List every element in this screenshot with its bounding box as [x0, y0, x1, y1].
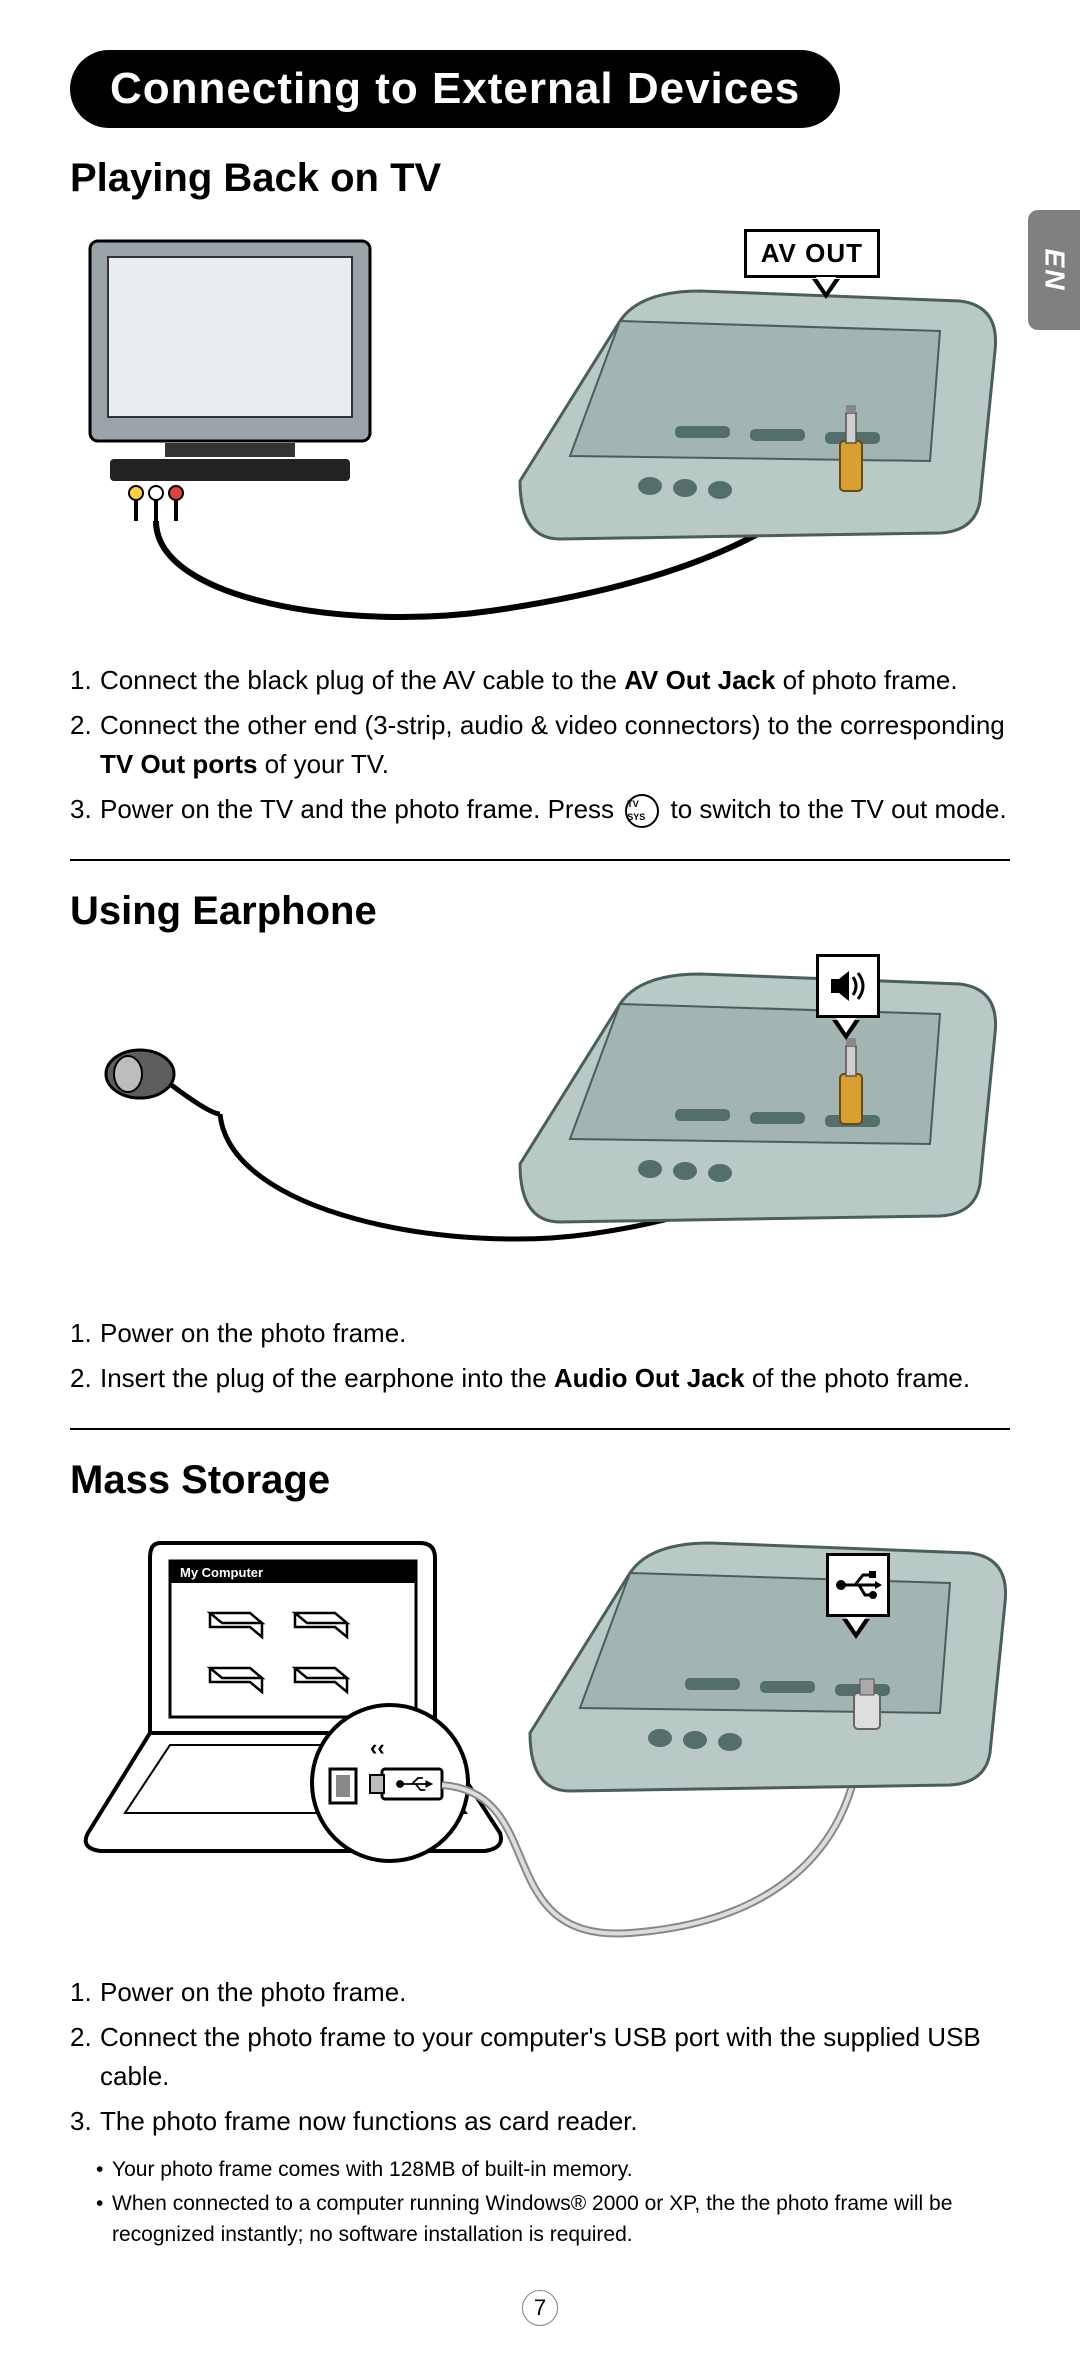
- photo-frame-back-icon: [520, 974, 996, 1222]
- illustration-earphone: [70, 954, 1010, 1294]
- section-heading-storage: Mass Storage: [70, 1458, 1010, 1503]
- language-tab: EN: [1028, 210, 1080, 330]
- note-item: • When connected to a computer running W…: [96, 2189, 1010, 2250]
- callout-tail-icon: [832, 1020, 860, 1040]
- photo-frame-back-icon: [530, 1543, 1006, 1791]
- section-heading-tv: Playing Back on TV: [70, 156, 1010, 201]
- svg-text:‹‹: ‹‹: [370, 1735, 385, 1760]
- illustration-mass-storage: My Computer ‹‹: [70, 1523, 1010, 1953]
- list-item: 2. Connect the photo frame to your compu…: [70, 2018, 1010, 2096]
- laptop-window-title: My Computer: [180, 1565, 263, 1580]
- list-item: 1. Power on the photo frame.: [70, 1973, 1010, 2012]
- steps-tv: 1. Connect the black plug of the AV cabl…: [70, 661, 1010, 829]
- section-divider: [70, 859, 1010, 861]
- speaker-icon: [825, 963, 871, 1009]
- section-divider: [70, 1428, 1010, 1430]
- page-title: Connecting to External Devices: [110, 64, 800, 113]
- page-title-banner: Connecting to External Devices: [70, 50, 840, 128]
- section-heading-earphone: Using Earphone: [70, 889, 1010, 934]
- steps-storage: 1. Power on the photo frame. 2. Connect …: [70, 1973, 1010, 2141]
- list-item: 2. Insert the plug of the earphone into …: [70, 1359, 1010, 1398]
- illustration-tv-connection: AV OUT: [70, 221, 1010, 641]
- usb-icon: [833, 1565, 883, 1605]
- callout-av-out-text: AV OUT: [761, 238, 863, 268]
- note-item: • Your photo frame comes with 128MB of b…: [96, 2155, 1010, 2185]
- list-item: 2. Connect the other end (3-strip, audio…: [70, 706, 1010, 784]
- list-item: 3. Power on the TV and the photo frame. …: [70, 790, 1010, 829]
- photo-frame-back-icon: [520, 291, 996, 539]
- earbud-icon: [106, 1050, 220, 1114]
- tvsys-button-icon: TV SYS: [625, 794, 659, 828]
- language-code: EN: [1038, 249, 1070, 292]
- list-item: 1. Power on the photo frame.: [70, 1314, 1010, 1353]
- list-item: 1. Connect the black plug of the AV cabl…: [70, 661, 1010, 700]
- page-number-container: 7: [70, 2290, 1010, 2326]
- speaker-icon-box: [816, 954, 880, 1018]
- list-item: 3. The photo frame now functions as card…: [70, 2102, 1010, 2141]
- page-number: 7: [522, 2290, 558, 2326]
- callout-tail-icon: [812, 279, 840, 299]
- notes-storage: • Your photo frame comes with 128MB of b…: [96, 2155, 1010, 2250]
- callout-av-out: AV OUT: [744, 229, 880, 278]
- tv-icon: [90, 241, 370, 521]
- usb-icon-box: [826, 1553, 890, 1617]
- steps-earphone: 1. Power on the photo frame. 2. Insert t…: [70, 1314, 1010, 1398]
- callout-tail-icon: [842, 1619, 870, 1639]
